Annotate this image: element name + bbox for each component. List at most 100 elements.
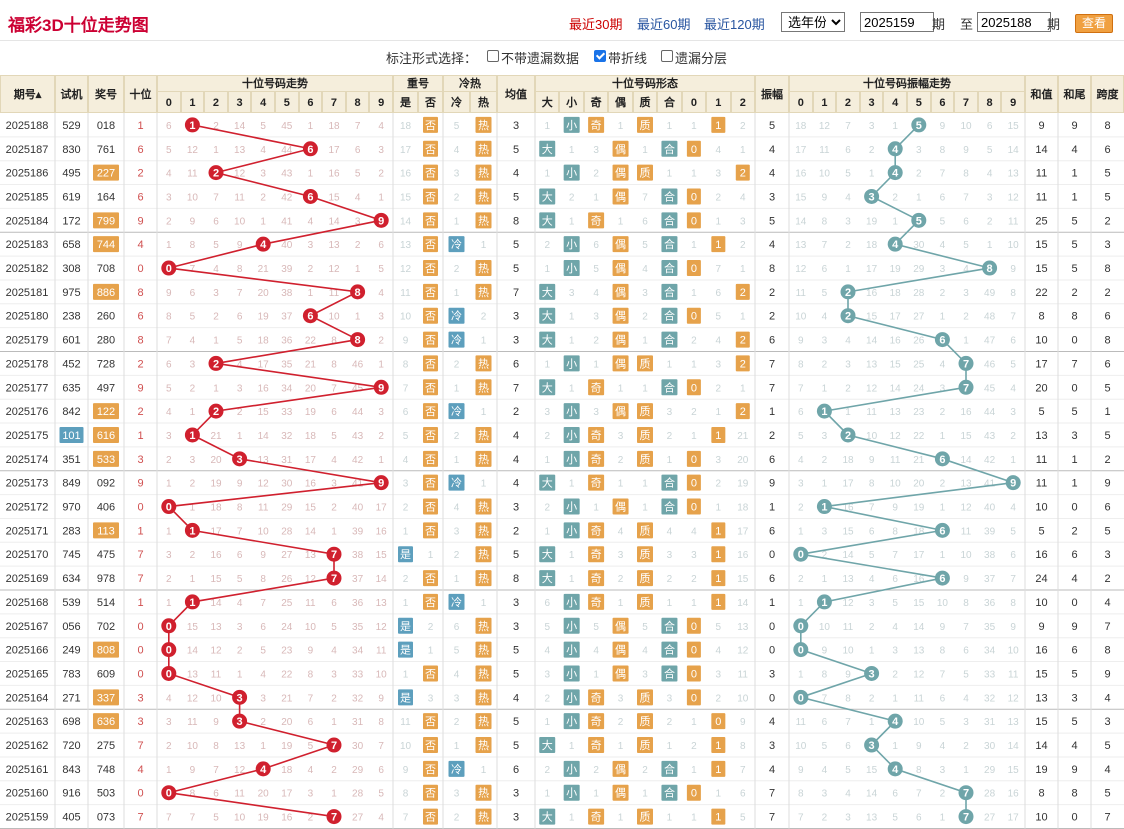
amp-miss: 1: [798, 669, 804, 680]
hot-cell-bg: [475, 641, 492, 658]
prize-cell-bg: [93, 641, 119, 658]
trend-miss: 13: [328, 240, 340, 251]
repeat-no: 否: [425, 239, 436, 251]
form-miss: 1: [691, 121, 697, 132]
amp-miss: 1: [822, 574, 828, 585]
trend-miss: 7: [213, 192, 219, 203]
form-badge: 合: [664, 285, 675, 299]
repeat-no-bg: [423, 212, 438, 229]
amp-ball: [887, 761, 903, 777]
link-last-120[interactable]: 最近120期: [704, 17, 765, 32]
amp-miss: 14: [1008, 145, 1020, 156]
form-miss: 3: [716, 169, 722, 180]
avg-cell: 5: [513, 263, 519, 275]
amp-miss: 1: [822, 479, 828, 490]
form-badge: 奇: [591, 691, 602, 704]
form-miss: 1: [667, 121, 673, 132]
trend-miss: 28: [352, 789, 364, 800]
amp-cell: 5: [769, 120, 775, 132]
form-badge: 质: [640, 405, 651, 418]
header-form-item: 奇: [583, 91, 609, 113]
trend-miss: 5: [237, 336, 243, 347]
sum-cell: 14: [1035, 740, 1047, 752]
amp-ball: [793, 618, 809, 634]
amp-miss: 9: [963, 145, 969, 156]
amp-miss: 8: [963, 169, 969, 180]
avg-cell: 5: [513, 239, 519, 251]
repeat-miss: 8: [403, 789, 409, 800]
trend-miss: 19: [258, 312, 270, 323]
tens-cell: 8: [137, 287, 143, 299]
trend-miss: 15: [187, 622, 199, 633]
tens-cell: 9: [137, 215, 143, 227]
form-miss: 2: [544, 240, 550, 251]
trend-miss: 21: [305, 359, 317, 370]
form-badge-bg: [612, 641, 629, 658]
year-select[interactable]: 选年份: [781, 12, 845, 32]
form-badge-bg: [588, 593, 605, 610]
tail-cell: 9: [1071, 621, 1077, 633]
trend-miss: 8: [378, 717, 384, 728]
amp-cell: 3: [769, 740, 775, 752]
link-last-30[interactable]: 最近30期: [569, 17, 623, 32]
trend-miss: 14: [376, 574, 388, 585]
form-badge-bg: [612, 784, 629, 801]
trend-miss: 6: [378, 240, 384, 251]
trend-miss: 2: [166, 574, 172, 585]
to-issue-input[interactable]: [977, 12, 1051, 32]
option-layered-label: 遗漏分层: [675, 51, 728, 66]
prize-cell: 497: [97, 382, 115, 394]
form-badge: 偶: [615, 667, 626, 680]
checkbox-no-missing[interactable]: [487, 50, 499, 62]
trend-ball-label: 0: [166, 621, 172, 633]
form-badge: 合: [664, 786, 675, 800]
form-012-badge: 1: [715, 764, 721, 776]
form-badge: 大: [542, 213, 553, 227]
amp-miss: 12: [819, 121, 831, 132]
span-cell: 5: [1104, 788, 1110, 800]
form-miss: 3: [642, 669, 648, 680]
trend-miss: 1: [260, 216, 266, 227]
checkbox-polyline[interactable]: [594, 50, 606, 62]
amp-miss: 4: [845, 192, 851, 203]
form-badge-bg: [612, 617, 629, 634]
form-miss: 2: [544, 765, 550, 776]
span-cell: 8: [1104, 335, 1110, 347]
tens-cell: 7: [137, 549, 143, 561]
checkbox-layered[interactable]: [661, 50, 673, 62]
form-badge-bg: [612, 188, 629, 205]
amp-miss: 10: [1008, 240, 1020, 251]
trend-miss: 3: [237, 622, 243, 633]
form-badge-bg: [588, 570, 605, 587]
amp-miss: 47: [984, 336, 996, 347]
avg-cell: 5: [513, 144, 519, 156]
trend-ball: [161, 642, 177, 658]
prize-cell: 514: [97, 597, 115, 609]
form-badge-bg: [661, 212, 678, 229]
repeat-yes-bg: [398, 641, 413, 658]
from-issue-input[interactable]: [860, 12, 934, 32]
form-badge: 合: [664, 333, 675, 347]
amp-miss: 5: [869, 550, 875, 561]
trial-cell: 830: [62, 144, 80, 156]
form-012-badge-bg: [711, 737, 726, 754]
form-badge-bg: [637, 593, 653, 610]
amp-miss: 5: [892, 598, 898, 609]
form-miss: 1: [569, 145, 575, 156]
amp-miss: 6: [1010, 336, 1016, 347]
link-last-60[interactable]: 最近60期: [637, 17, 691, 32]
trend-miss: 11: [376, 646, 387, 657]
repeat-yes: 是: [400, 644, 411, 657]
trial-cell: 619: [62, 191, 80, 203]
cold-miss: 2: [454, 550, 460, 561]
trend-miss: 1: [355, 264, 361, 275]
form-miss: 1: [593, 192, 599, 203]
prize-cell: 616: [97, 430, 115, 442]
amp-miss: 4: [822, 312, 828, 323]
view-button[interactable]: 查看: [1075, 14, 1113, 33]
trend-ball: [326, 546, 342, 562]
form-miss: 1: [667, 169, 673, 180]
form-miss: 7: [740, 765, 746, 776]
trend-miss: 5: [166, 145, 172, 156]
trend-miss: 15: [328, 192, 340, 203]
